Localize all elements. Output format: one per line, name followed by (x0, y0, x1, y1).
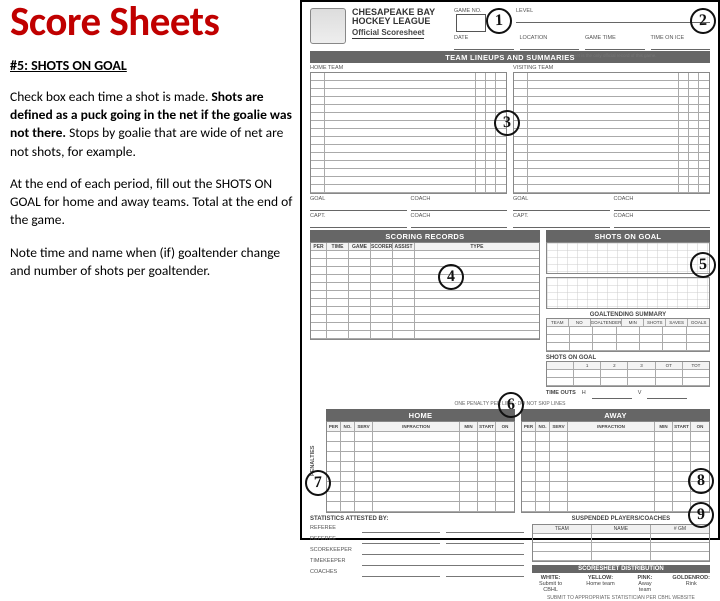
lbl-sig-sk: SCOREKEEPER (310, 547, 356, 555)
pen-home-grid: PERNO.SERVINFRACTIONMINSTARTON (326, 421, 515, 513)
page-title: Score Sheets (10, 2, 295, 43)
sog-tally-home (546, 242, 710, 274)
bar-dist: SCORESHEET DISTRIBUTION (532, 565, 710, 573)
sog-tally-visit (546, 277, 710, 309)
lbl-visitteam: VISITING TEAM (513, 65, 710, 71)
sog-period-grid: 123OTTOT (546, 361, 710, 387)
dist-sub: SUBMIT TO APPROPRIATE STATISTICIAN PER C… (532, 595, 710, 601)
paragraph-2: At the end of each period, fill out the … (10, 175, 295, 230)
section-heading: #5: SHOTS ON GOAL (10, 57, 295, 74)
scoring-grid: PERTIMEGAMESCORERASSISTTYPE (310, 242, 540, 340)
lbl-sig-ref2: REFEREE (310, 536, 356, 544)
league-logo (310, 8, 346, 44)
bar-sog: SHOTS ON GOAL (546, 230, 710, 242)
lbl-to-v: V (638, 390, 642, 399)
bar-pen-away: AWAY (521, 409, 710, 421)
lbl-suspended: SUSPENDED PLAYERS/COACHES (532, 516, 710, 522)
lbl-sig-coach: COACHES (310, 569, 356, 577)
official-label: Official Scoresheet (352, 28, 424, 39)
lbl-timeouts: TIME OUTS (546, 390, 576, 399)
gt-summary-grid: TEAMNOGOALTENDERMINSHOTSSAVESGOALS (546, 318, 710, 352)
p1-lead: Check box each time a shot is made. (10, 88, 211, 105)
lbl-hometeam: HOME TEAM (310, 65, 507, 71)
bar-pen-home: HOME (326, 409, 515, 421)
pen-away-grid: PERNO.SERVINFRACTIONMINSTARTON (521, 421, 710, 513)
bar-scoring: SCORING RECORDS (310, 230, 540, 242)
home-lineup-grid (310, 72, 507, 194)
paragraph-3: Note time and name when (if) goaltender … (10, 244, 295, 280)
suspended-grid: TEAMNAME# GM (532, 524, 710, 562)
pen-vert-label: PENALTIES (310, 409, 320, 513)
league-name-2: HOCKEY LEAGUE (352, 17, 448, 26)
dist-row: WHITE: Submit to CBHL YELLOW: Home team … (532, 575, 710, 593)
lbl-to-h: H (582, 390, 586, 399)
paragraph-1: Check box each time a shot is made. Shot… (10, 88, 295, 161)
lbl-sig-ref: REFEREE (310, 525, 356, 533)
lbl-sig-tk: TIMEKEEPER (310, 558, 356, 566)
visit-lineup-grid (513, 72, 710, 194)
scoresheet-image: CHESAPEAKE BAY HOCKEY LEAGUE Official Sc… (300, 0, 720, 540)
lbl-attested: STATISTICS ATTESTED BY: (310, 516, 524, 522)
